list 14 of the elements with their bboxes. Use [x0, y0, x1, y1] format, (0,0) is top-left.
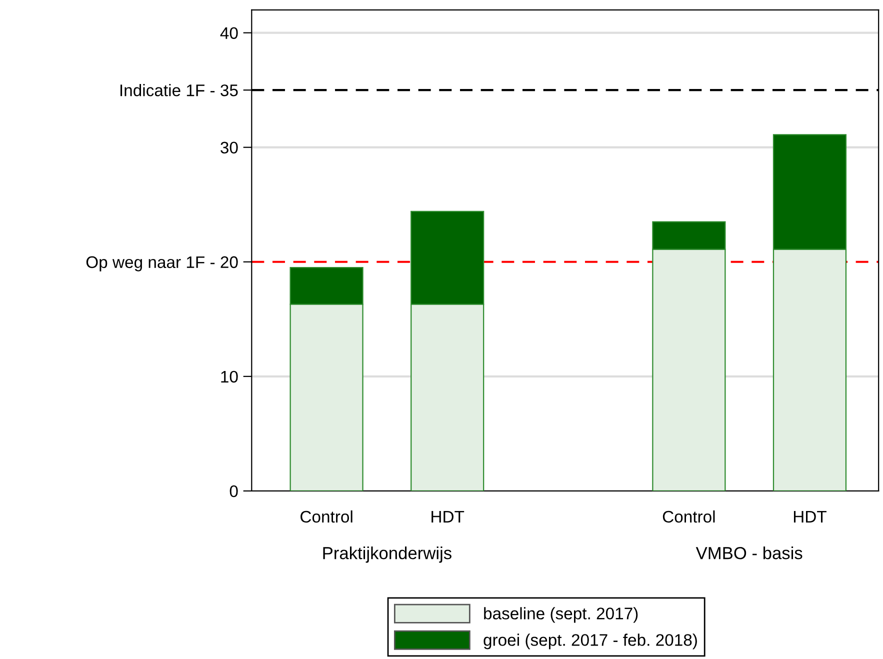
x-tick-label: Control: [300, 510, 352, 523]
x-tick-label: Control: [662, 510, 715, 523]
x-tick-label: HDT: [794, 511, 826, 522]
x-tick-label: HDT: [432, 511, 464, 522]
y-tick-label: Op weg naar 1F - 20: [86, 256, 238, 272]
text: VMBO - basis: [696, 546, 802, 560]
y-tick-label: 40: [220, 27, 238, 39]
y-tick-label: 10: [221, 370, 238, 383]
y-tick-label: 0: [230, 485, 238, 498]
text: Praktijkonderwijs: [323, 546, 452, 563]
legend-label: groei (sept. 2017 - feb. 2018): [484, 634, 697, 650]
y-tick-label: Indicatie 1F - 35: [120, 84, 238, 96]
y-tick-label: 30: [220, 142, 238, 154]
legend-label: baseline (sept. 2017): [484, 607, 638, 623]
